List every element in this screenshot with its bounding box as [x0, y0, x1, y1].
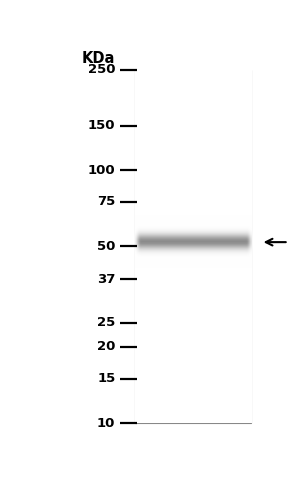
Text: 15: 15 [97, 372, 116, 385]
Text: 20: 20 [97, 341, 116, 353]
Bar [135, 70, 251, 423]
Text: 25: 25 [97, 316, 116, 329]
Text: 10: 10 [97, 417, 116, 429]
Text: 50: 50 [97, 240, 116, 253]
Text: 150: 150 [88, 120, 116, 132]
Text: 75: 75 [97, 196, 116, 208]
Text: 250: 250 [88, 63, 116, 76]
Text: KDa: KDa [82, 51, 116, 66]
Text: 100: 100 [88, 164, 116, 177]
Text: 37: 37 [97, 273, 116, 286]
